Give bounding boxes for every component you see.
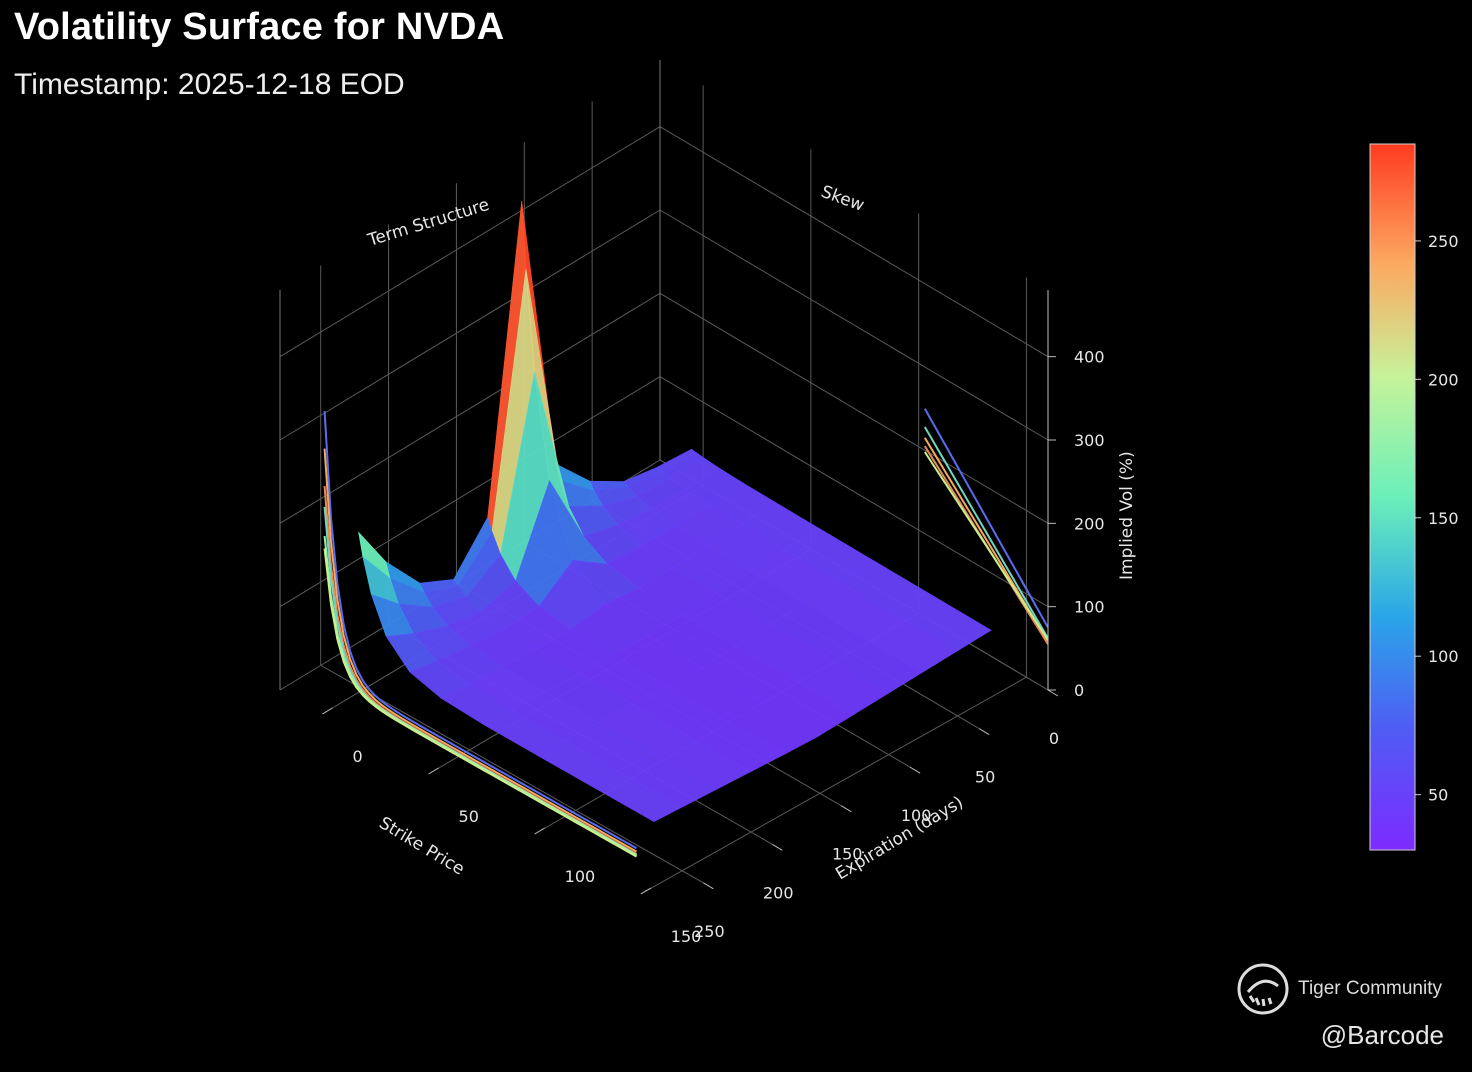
x-tick-mark: [840, 805, 852, 813]
x-tick-label: 0: [1049, 729, 1059, 748]
colorbar-ticks: 50 100 150 200 250: [1415, 232, 1459, 805]
wall-projections: [323, 408, 1049, 858]
grid-line: [659, 126, 1049, 358]
grid-line: [279, 292, 661, 524]
wall-label-term-structure: Term Structure: [365, 195, 492, 251]
brand-name: Tiger Community: [1298, 978, 1442, 999]
x-tick-label: 250: [694, 922, 725, 941]
y-tick-label: 50: [459, 807, 479, 826]
colorbar-tick-label: 200: [1428, 370, 1459, 389]
y-tick-mark: [640, 887, 652, 895]
author-handle: @Barcode: [1320, 1020, 1444, 1050]
colorbar-tick-label: 50: [1428, 786, 1448, 805]
x-tick-mark: [772, 843, 783, 851]
x-tick-mark: [703, 882, 714, 890]
grid-line: [659, 292, 1049, 524]
term-structure-line: [323, 535, 638, 856]
timestamp-subtitle: Timestamp: 2025-12-18 EOD: [14, 68, 405, 101]
grid-line: [279, 376, 661, 608]
colorbar-tick-label: 100: [1428, 647, 1459, 666]
wall-label-skew: Skew: [818, 182, 867, 216]
term-structure-line: [323, 548, 638, 858]
term-structure-line: [323, 410, 638, 850]
brand: Tiger Community: [1236, 962, 1442, 1016]
term-structure-line: [323, 448, 638, 853]
colorbar-tick-label: 150: [1428, 509, 1459, 528]
surface-facet: [589, 770, 683, 822]
grid-line: [659, 209, 1049, 441]
axis-ticks: 0 50 100 150 200 250 0 50 100 150 0 100 200 300 400: [322, 290, 1105, 946]
skew-line: [923, 426, 1049, 639]
z-tick-label: 0: [1074, 681, 1084, 700]
y-tick-label: 150: [671, 927, 702, 946]
colorbar-tick-label: 250: [1428, 232, 1459, 251]
x-tick-label: 200: [763, 883, 794, 902]
chart-title: Volatility Surface for NVDA: [14, 6, 505, 48]
z-axis-label: Implied Vol (%): [1117, 451, 1137, 580]
z-tick-label: 300: [1074, 431, 1105, 450]
y-tick-label: 0: [352, 747, 362, 766]
x-tick-mark: [1047, 689, 1059, 697]
z-tick-label: 100: [1074, 598, 1105, 617]
tiger-logo-icon: [1237, 963, 1289, 1015]
y-tick-mark: [322, 707, 333, 715]
skew-line: [923, 408, 1049, 628]
colorbar: 50 100 150 200 250: [1369, 143, 1459, 851]
x-tick-mark: [909, 766, 921, 774]
z-tick-label: 200: [1074, 514, 1105, 533]
z-tick-label: 400: [1074, 348, 1105, 367]
x-tick-mark: [978, 728, 990, 736]
skew-line: [923, 451, 1049, 641]
x-axis-label: Strike Price: [375, 813, 467, 879]
x-tick-label: 50: [975, 768, 995, 787]
iv-surface: [358, 201, 992, 822]
colorbar-gradient: [1369, 143, 1416, 851]
x-tick-label: 150: [832, 845, 863, 864]
grid-line: [320, 664, 704, 884]
y-tick-label: 100: [565, 867, 596, 886]
grid-line: [640, 676, 1027, 895]
grid-line: [279, 126, 661, 358]
x-tick-label: 100: [901, 806, 932, 825]
y-tick-mark: [534, 827, 545, 835]
grid-line: [659, 376, 1049, 608]
y-tick-mark: [428, 767, 439, 775]
y-axis-label: Expiration (days): [832, 792, 967, 884]
grid-line: [279, 209, 661, 441]
